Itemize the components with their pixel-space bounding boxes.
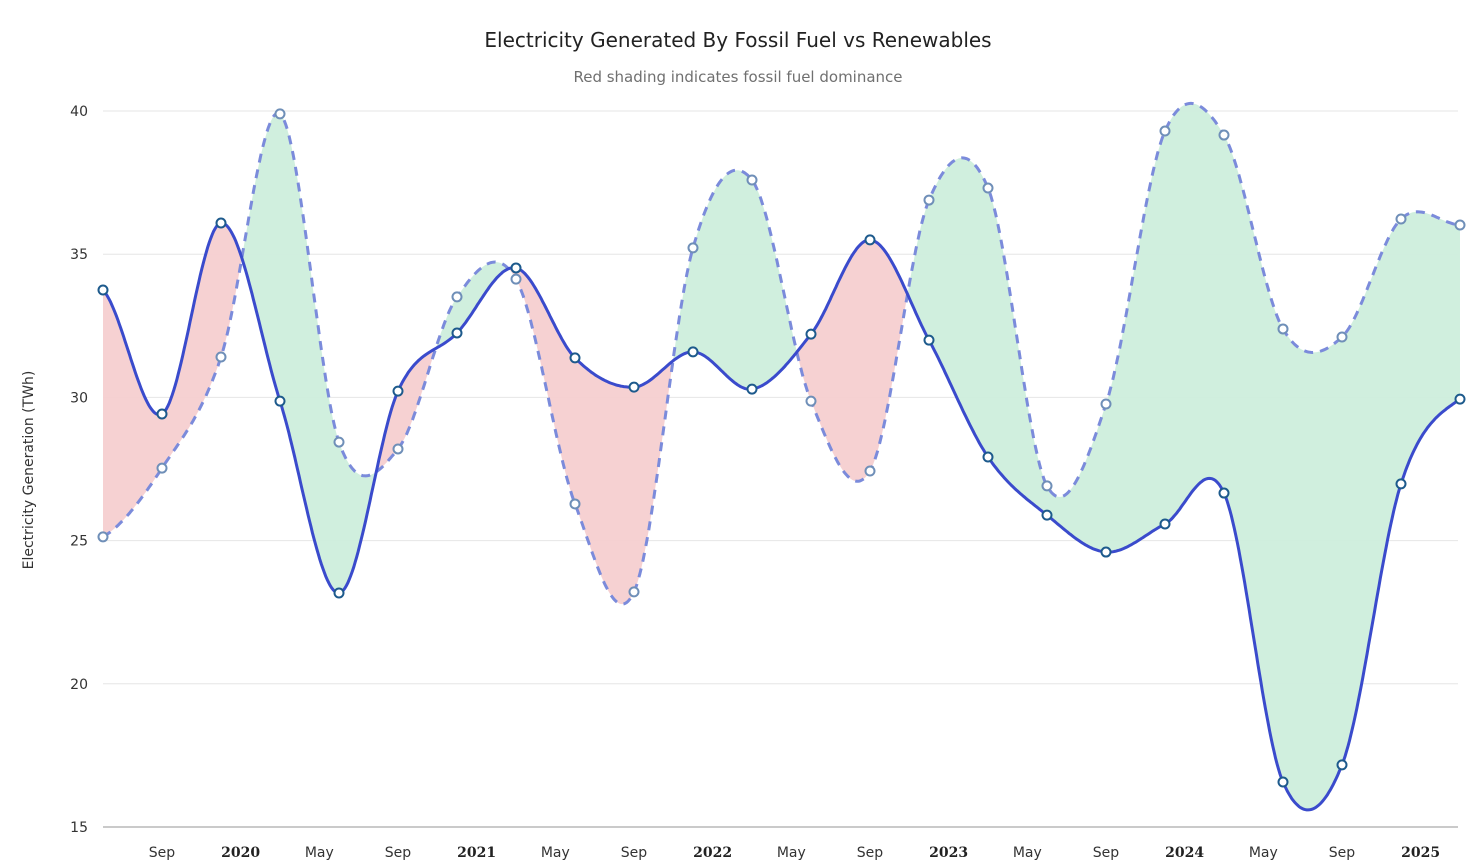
y-tick-label: 30 [70,390,88,406]
fossil-dominance-fill [796,239,908,482]
x-tick-label-month: Sep [857,845,884,861]
renewables-point[interactable] [156,462,168,474]
renewables-point[interactable] [1336,331,1348,343]
fossil-fuel-point[interactable] [392,385,404,397]
renewables-point[interactable] [1395,213,1407,225]
renewable-dominance-fill [241,113,377,593]
renewables-point[interactable] [1454,219,1466,231]
fossil-fuel-point[interactable] [215,217,227,229]
fossil-fuel-point[interactable] [1395,478,1407,490]
renewables-point[interactable] [97,531,109,543]
renewables-point[interactable] [569,498,581,510]
renewables-point[interactable] [628,586,640,598]
x-tick-label-month: Sep [1329,845,1356,861]
fossil-fuel-point[interactable] [746,383,758,395]
renewables-point[interactable] [687,242,699,254]
renewables-line [102,101,1461,606]
renewable-dominance-fill [907,103,1460,810]
x-tick-label-year: 2025 [1401,845,1440,861]
renewables-point[interactable] [1041,480,1053,492]
fossil-fuel-point[interactable] [1100,546,1112,558]
fossil-fuel-point[interactable] [805,328,817,340]
renewables-point[interactable] [510,273,522,285]
x-tick-label-month: Sep [1093,845,1120,861]
fossil-fuel-point[interactable] [1041,509,1053,521]
renewables-point[interactable] [805,395,817,407]
fossil-dominance-fill [103,223,242,537]
x-tick-label-month: May [305,845,334,861]
chart-title: Electricity Generated By Fossil Fuel vs … [484,28,992,52]
series-lines [101,101,1461,812]
fossil-fuel-point[interactable] [864,234,876,246]
x-tick-label-year: 2024 [1165,845,1204,861]
renewables-point[interactable] [923,194,935,206]
renewables-point[interactable] [1159,125,1171,137]
fossil-fuel-point[interactable] [510,262,522,274]
x-tick-label-year: 2021 [457,845,496,861]
x-tick-label-month: Sep [621,845,648,861]
fossil-fuel-point[interactable] [97,284,109,296]
chart-subtitle: Red shading indicates fossil fuel domina… [573,68,903,86]
fossil-dominance-fill [376,348,436,472]
x-tick-label-month: Sep [149,845,176,861]
fossil-fuel-point[interactable] [687,346,699,358]
x-tick-label-month: May [777,845,806,861]
fossil-fuel-point[interactable] [274,395,286,407]
x-tick-label-month: Sep [385,845,412,861]
fossil-fuel-point[interactable] [1454,393,1466,405]
y-tick-label: 25 [70,534,88,550]
renewable-dominance-fill [672,170,797,390]
fossil-fuel-point[interactable] [1159,518,1171,530]
fossil-fuel-point[interactable] [569,352,581,364]
series-markers [97,108,1466,788]
fossil-fuel-point[interactable] [333,587,345,599]
fossil-fuel-point[interactable] [1218,487,1230,499]
renewables-point[interactable] [1277,323,1289,335]
fossil-fuel-point[interactable] [628,381,640,393]
renewables-point[interactable] [451,291,463,303]
y-tick-label: 20 [70,677,88,693]
renewables-point[interactable] [215,351,227,363]
y-axis-ticks: 15 20 25 30 35 40 [70,104,88,836]
renewables-point[interactable] [1100,398,1112,410]
x-tick-label-month: May [541,845,570,861]
x-tick-label-month: May [1013,845,1042,861]
x-tick-label-month: May [1249,845,1278,861]
fossil-fuel-point[interactable] [923,334,935,346]
renewables-point[interactable] [982,182,994,194]
y-tick-label: 40 [70,104,88,120]
fossil-fuel-line [101,221,1461,812]
x-tick-label-year: 2020 [221,845,260,861]
fossil-dominance-fill [508,267,673,605]
x-tick-label-year: 2023 [929,845,968,861]
difference-fills [103,103,1460,810]
renewables-point[interactable] [1218,129,1230,141]
renewables-point[interactable] [864,465,876,477]
renewables-point[interactable] [333,436,345,448]
fossil-fuel-point[interactable] [982,451,994,463]
renewables-point[interactable] [746,174,758,186]
y-tick-label: 15 [70,820,88,836]
renewables-point[interactable] [392,443,404,455]
y-axis-label: Electricity Generation (TWh) [21,371,37,570]
x-tick-label-year: 2022 [693,845,732,861]
fossil-fuel-point[interactable] [1277,776,1289,788]
fossil-fuel-point[interactable] [451,327,463,339]
fossil-fuel-point[interactable] [156,408,168,420]
x-axis-ticks: Sep 2020 May Sep 2021 May Sep 2022 May Sep 2023 May… [149,845,1440,861]
fossil-fuel-point[interactable] [1336,759,1348,771]
y-tick-label: 35 [70,247,88,263]
renewables-point[interactable] [274,108,286,120]
